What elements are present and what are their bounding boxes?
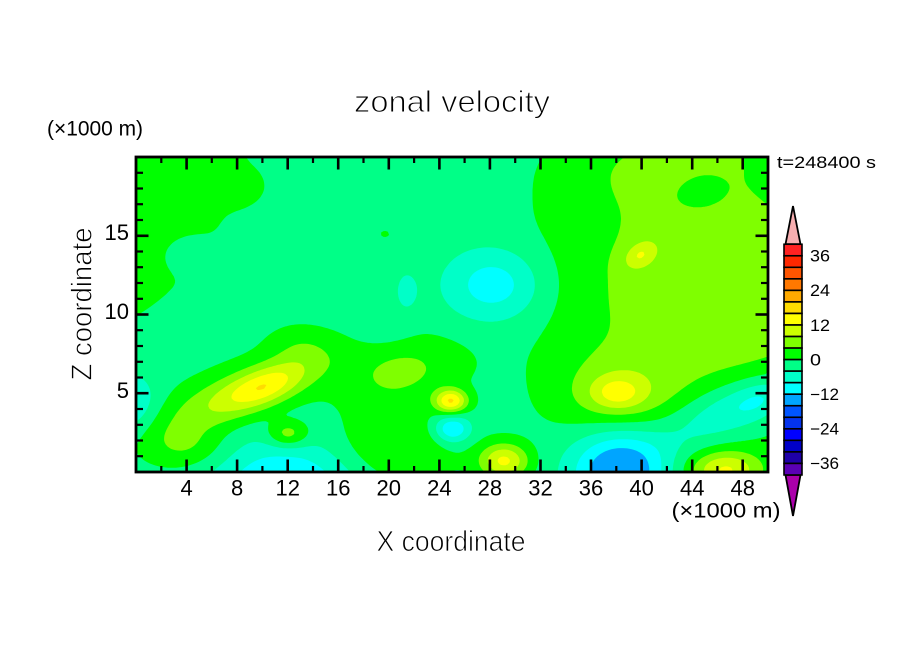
svg-text:(×1000 m): (×1000 m) — [47, 118, 143, 141]
svg-text:−36: −36 — [810, 455, 839, 473]
svg-text:−24: −24 — [810, 421, 839, 439]
svg-text:15: 15 — [105, 220, 129, 245]
svg-text:16: 16 — [326, 476, 350, 501]
svg-text:20: 20 — [377, 476, 401, 501]
svg-text:5: 5 — [117, 378, 129, 403]
svg-text:12: 12 — [810, 317, 830, 335]
svg-text:Z coordinate: Z coordinate — [67, 228, 99, 381]
svg-text:24: 24 — [810, 282, 830, 300]
svg-text:28: 28 — [478, 476, 502, 501]
svg-text:36: 36 — [579, 476, 603, 501]
svg-text:10: 10 — [105, 299, 129, 324]
svg-text:X coordinate: X coordinate — [377, 526, 526, 558]
svg-text:(×1000 m): (×1000 m) — [672, 500, 781, 523]
svg-text:36: 36 — [810, 248, 830, 266]
svg-text:40: 40 — [629, 476, 653, 501]
svg-text:8: 8 — [231, 476, 243, 501]
svg-text:0: 0 — [810, 351, 821, 369]
svg-text:24: 24 — [427, 476, 451, 501]
svg-text:12: 12 — [275, 476, 299, 501]
svg-text:44: 44 — [680, 476, 704, 501]
svg-text:zonal velocity: zonal velocity — [354, 84, 551, 119]
svg-text:−12: −12 — [810, 386, 839, 404]
svg-text:48: 48 — [730, 476, 754, 501]
svg-text:4: 4 — [180, 476, 192, 501]
svg-text:t=248400 s: t=248400 s — [777, 154, 876, 172]
svg-text:32: 32 — [528, 476, 552, 501]
